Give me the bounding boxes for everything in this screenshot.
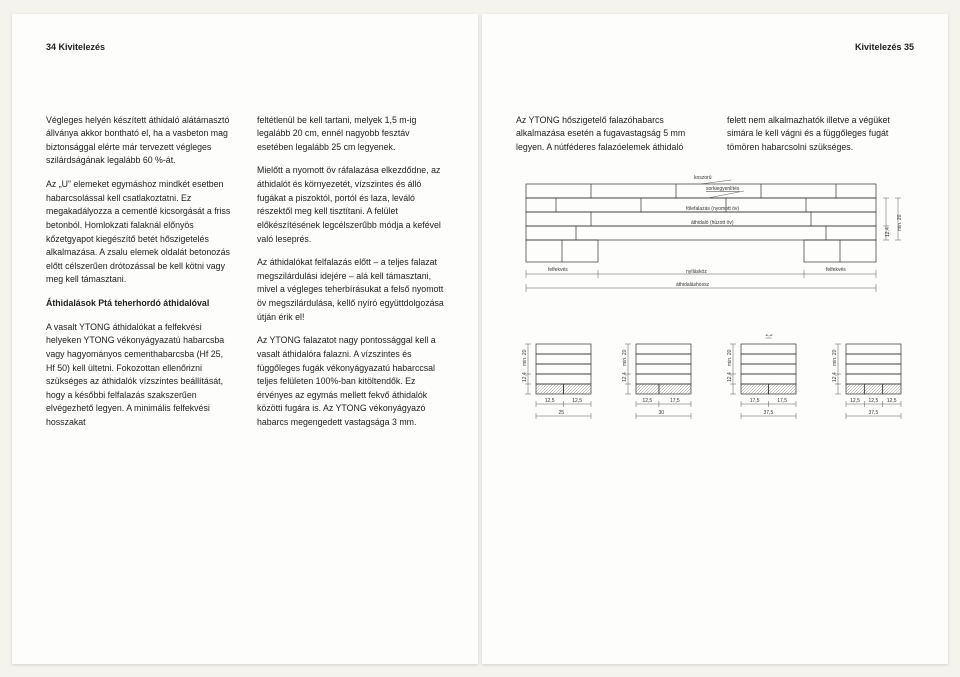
paragraph: Az „U” elemeket egymáshoz mindkét esetbe… [46, 178, 233, 287]
subheading: Áthidalások Ptá teherhordó áthidalóval [46, 297, 233, 311]
diagram-sections: 12,4 min. 20 12,5 12,5 25 12,4 min. 20 12,… [516, 334, 914, 484]
paragraph: A vasalt YTONG áthidalókat a felfekvési … [46, 321, 233, 430]
svg-text:17,5: 17,5 [670, 398, 680, 404]
svg-text:min. 20: min. 20 [522, 350, 528, 367]
page-spread: 34 Kivitelezés Végleges helyén készített… [12, 14, 948, 664]
svg-text:12,5: 12,5 [642, 398, 652, 404]
label-folefalazas: fölefalazás (nyomott öv) [686, 206, 739, 212]
svg-text:min. 20: min. 20 [727, 350, 733, 367]
svg-text:25: 25 [559, 410, 565, 416]
svg-text:12,5: 12,5 [572, 398, 582, 404]
svg-text:17,5: 17,5 [777, 398, 787, 404]
right-col1: Az YTONG hőszigetelő falazóhabarcs alkal… [516, 114, 703, 165]
page-right: Kivitelezés 35 Az YTONG hőszigetelő fala… [482, 14, 948, 664]
diagram-main: koszorú sorkiegyenlítés fölefalazás (nyo… [516, 174, 914, 334]
label-athidalo: áthidaló (húzott öv) [691, 220, 734, 226]
paragraph: Mielőtt a nyomott öv ráfalazása elkezdőd… [257, 164, 444, 246]
svg-text:12,5: 12,5 [887, 398, 897, 404]
paragraph: Végleges helyén készített áthidaló alátá… [46, 114, 233, 169]
svg-text:min. 20: min. 20 [622, 350, 628, 367]
label-koszoru: koszorú [694, 175, 712, 181]
paragraph: felett nem alkalmazhatók illetve a végük… [727, 114, 914, 155]
paragraph: Az YTONG hőszigetelő falazóhabarcs alkal… [516, 114, 703, 155]
svg-text:17,5: 17,5 [750, 398, 760, 404]
right-col2: felett nem alkalmazhatók illetve a végük… [727, 114, 914, 165]
page-left: 34 Kivitelezés Végleges helyén készített… [12, 14, 478, 664]
dim-v2: min. 20 [897, 215, 903, 232]
label-felfekves2: felfekvés [826, 267, 846, 273]
svg-text:37,5: 37,5 [764, 410, 774, 416]
dim-v1: 12,4 [885, 227, 891, 237]
svg-text:12,5: 12,5 [545, 398, 555, 404]
svg-text:30: 30 [659, 410, 665, 416]
paragraph: Az YTONG falazatot nagy pontossággal kel… [257, 334, 444, 429]
svg-text:12,5: 12,5 [850, 398, 860, 404]
svg-text:min. 20: min. 20 [832, 350, 838, 367]
label-nyilaskoz: nyílásköz [686, 269, 707, 275]
columns-right: Az YTONG hőszigetelő falazóhabarcs alkal… [516, 114, 914, 165]
svg-text:2,5: 2,5 [766, 334, 773, 338]
svg-text:12,4: 12,4 [622, 372, 628, 382]
svg-text:37,5: 37,5 [869, 410, 879, 416]
svg-text:12,4: 12,4 [727, 372, 733, 382]
header-left: 34 Kivitelezés [46, 42, 444, 52]
columns-left: Végleges helyén készített áthidaló alátá… [46, 114, 444, 440]
label-sork: sorkiegyenlítés [706, 186, 740, 192]
left-col1: Végleges helyén készített áthidaló alátá… [46, 114, 233, 440]
label-felfekves: felfekvés [548, 267, 568, 273]
left-col2: feltétlenül be kell tartani, melyek 1,5 … [257, 114, 444, 440]
svg-text:12,5: 12,5 [869, 398, 879, 404]
svg-text:12,4: 12,4 [522, 372, 528, 382]
label-athidalashossz: áthidaláshossz [676, 282, 710, 288]
svg-text:12,4: 12,4 [832, 372, 838, 382]
header-right: Kivitelezés 35 [516, 42, 914, 52]
paragraph: Az áthidalókat felfalazás előtt – a telj… [257, 256, 444, 324]
paragraph: feltétlenül be kell tartani, melyek 1,5 … [257, 114, 444, 155]
